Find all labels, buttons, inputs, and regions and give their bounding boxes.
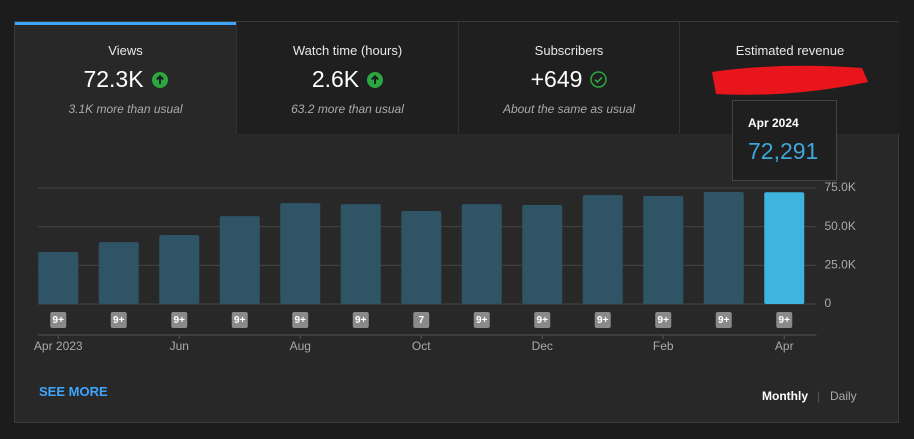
tab-note: 63.2 more than usual (291, 102, 404, 116)
x-tick-label: Apr 2023 (34, 339, 83, 353)
views-tab[interactable]: Views 72.3K 3.1K more than usual (15, 22, 237, 134)
badge (352, 312, 369, 328)
badge (292, 312, 309, 328)
badge-label: 9+ (53, 315, 65, 326)
tab-value-row: 2.6K (237, 66, 458, 93)
badge-label: 9+ (476, 315, 488, 326)
x-tick-label: Oct (412, 339, 431, 353)
tab-note: 3.1K more than usual (68, 102, 183, 116)
badge (171, 312, 188, 328)
tab-label: Watch time (hours) (292, 43, 403, 58)
tab-label: Estimated revenue (735, 43, 845, 58)
badge-label: 9+ (355, 315, 367, 326)
daily-option[interactable]: Daily (830, 389, 857, 403)
separator: | (817, 389, 821, 403)
bar (98, 242, 139, 304)
bar (643, 196, 684, 304)
bar (159, 235, 200, 304)
x-tick-label: Aug (290, 339, 311, 353)
badge (50, 312, 67, 328)
see-more-link[interactable]: SEE MORE (39, 384, 108, 399)
tab-label: Subscribers (534, 43, 604, 58)
bar (219, 216, 260, 304)
x-tick-label: Feb (653, 339, 674, 353)
tooltip: Apr 2024 72,291 (732, 100, 837, 181)
monthly-option[interactable]: Monthly (762, 389, 808, 403)
badge (473, 312, 490, 328)
tooltip-value: 72,291 (748, 138, 819, 164)
badge (534, 312, 551, 328)
up-icon (151, 71, 168, 88)
badge (655, 312, 672, 328)
subscribers-tab[interactable]: Subscribers +649 About the same as usual (459, 22, 680, 134)
badge-label: 9+ (295, 315, 307, 326)
tab-value-row: +649 (459, 66, 679, 93)
badge (110, 312, 127, 328)
y-tick-label: 25.0K (825, 258, 856, 272)
bar (522, 205, 563, 304)
up-icon (367, 71, 384, 88)
badge (715, 312, 732, 328)
bar (280, 203, 321, 304)
badge-label: 9+ (113, 315, 125, 326)
bar (401, 211, 442, 304)
tab-value: 72.3K (83, 66, 144, 92)
badge (231, 312, 248, 328)
badge-label: 9+ (779, 315, 791, 326)
tab-value: 2.6K (311, 66, 360, 92)
analytics-card: Views 72.3K 3.1K more than usual Watch t… (14, 21, 900, 423)
y-tick-label: 50.0K (825, 219, 856, 233)
badge-label: 9+ (718, 315, 730, 326)
badge (594, 312, 611, 328)
badge-label: 9+ (537, 315, 549, 326)
bar (340, 204, 381, 304)
bar (703, 192, 744, 304)
badge-label: 9+ (597, 315, 609, 326)
x-tick-label: Apr (775, 339, 794, 353)
bar (461, 204, 502, 304)
tab-value-row: 72.3K (15, 66, 236, 93)
badge-label: 9+ (658, 315, 670, 326)
check-icon (590, 71, 608, 88)
x-tick-label: Dec (532, 339, 553, 353)
tab-label: Views (108, 43, 143, 58)
y-tick-label: 75.0K (825, 180, 856, 194)
x-tick-label: Jun (170, 339, 189, 353)
tab-value: +649 (530, 66, 583, 92)
redaction (712, 65, 868, 95)
badge-label: 9+ (234, 315, 246, 326)
badge (776, 312, 793, 328)
watch-time-tab[interactable]: Watch time (hours) 2.6K 63.2 more than u… (237, 22, 459, 134)
tooltip-date: Apr 2024 (748, 116, 799, 130)
badge-label: 7 (418, 315, 424, 326)
badge (413, 312, 430, 328)
badge-label: 9+ (174, 315, 186, 326)
tab-note: About the same as usual (502, 102, 636, 116)
bar (582, 195, 623, 304)
y-tick-label: 0 (825, 296, 832, 310)
bar (38, 252, 79, 304)
bar (764, 192, 805, 304)
